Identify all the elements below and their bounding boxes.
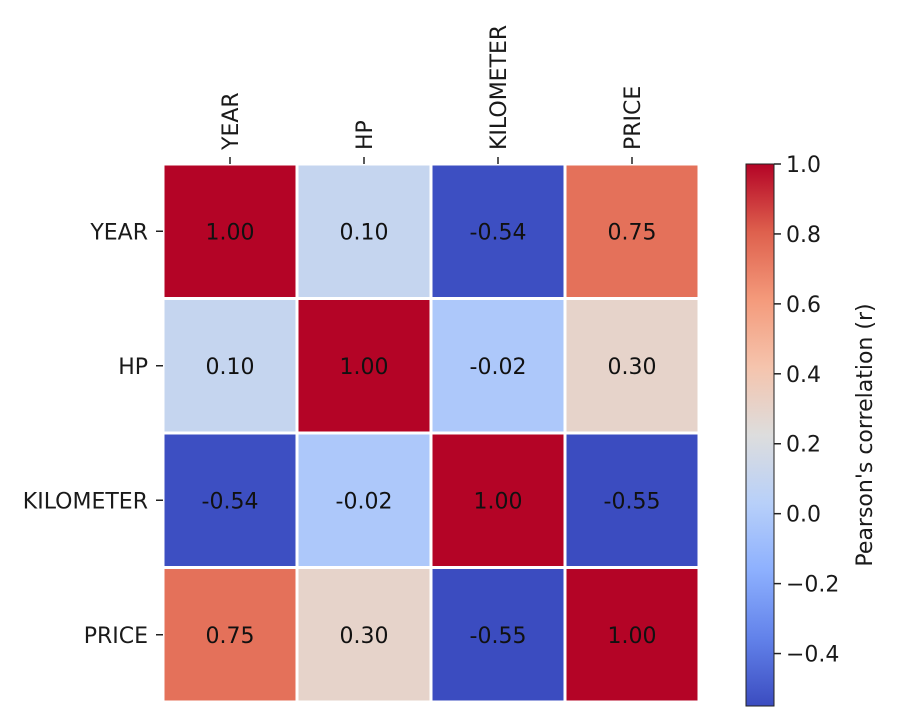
- colorbar-tick-label: 0.6: [786, 293, 821, 318]
- row-tick-labels: YEAR HP KILOMETER PRICE: [23, 220, 163, 649]
- heatmap-cell: [295, 297, 433, 435]
- heatmap-cells: 1.00 0.10 -0.54 0.75 0.10 1.00 -0.02 0.30 -0.54 -…: [161, 162, 701, 704]
- cell-annotation: 0.75: [206, 624, 255, 649]
- heatmap-cell: [563, 162, 701, 300]
- cell-annotation: 1.00: [608, 624, 657, 649]
- heatmap-cell: [161, 162, 299, 300]
- heatmap-cell: [563, 566, 701, 704]
- colorbar-label: Pearson's correlation (r): [853, 303, 878, 566]
- colorbar-tick-label: 0.0: [786, 503, 821, 528]
- column-tick-label: PRICE: [621, 86, 646, 150]
- cell-annotation: 1.00: [474, 489, 523, 514]
- colorbar-tick-label: 0.2: [786, 433, 821, 458]
- colorbar: 1.0 0.8 0.6 0.4 0.2 0.0 −0.2 −0.4 Pearson's cor…: [745, 153, 878, 707]
- heatmap-cell: [295, 431, 433, 569]
- cell-annotation: -0.55: [470, 624, 527, 649]
- colorbar-tick-label: 0.8: [786, 223, 821, 248]
- heatmap-cell: [563, 431, 701, 569]
- cell-annotation: 0.30: [608, 355, 657, 380]
- colorbar-tick-label: −0.4: [786, 643, 839, 668]
- column-tick-label: HP: [353, 120, 378, 150]
- column-tick-labels: YEAR HP KILOMETER PRICE: [219, 25, 646, 164]
- heatmap-cell: [563, 297, 701, 435]
- row-tick-label: KILOMETER: [23, 489, 148, 514]
- cell-annotation: -0.55: [604, 489, 661, 514]
- colorbar-tick-label: −0.2: [786, 573, 839, 598]
- row-tick-label: HP: [118, 355, 148, 380]
- cell-annotation: 0.10: [206, 355, 255, 380]
- heatmap-cell: [161, 566, 299, 704]
- cell-annotation: -0.54: [470, 220, 527, 245]
- row-tick-label: YEAR: [89, 220, 148, 245]
- colorbar-ticks: 1.0 0.8 0.6 0.4 0.2 0.0 −0.2 −0.4: [774, 153, 839, 668]
- cell-annotation: -0.54: [202, 489, 259, 514]
- cell-annotation: 0.10: [340, 220, 389, 245]
- row-tick-label: PRICE: [84, 624, 148, 649]
- column-tick-label: YEAR: [219, 92, 244, 151]
- colorbar-tick-label: 1.0: [786, 153, 821, 178]
- heatmap-cell: [295, 162, 433, 300]
- colorbar-gradient: [745, 163, 775, 707]
- cell-annotation: -0.02: [336, 489, 393, 514]
- cell-annotation: 1.00: [340, 355, 389, 380]
- colorbar-tick-label: 0.4: [786, 363, 821, 388]
- cell-annotation: 0.30: [340, 624, 389, 649]
- cell-annotation: 0.75: [608, 220, 657, 245]
- column-tick-label: KILOMETER: [487, 25, 512, 150]
- cell-annotation: -0.02: [470, 355, 527, 380]
- heatmap-cell: [295, 566, 433, 704]
- cell-annotation: 1.00: [206, 220, 255, 245]
